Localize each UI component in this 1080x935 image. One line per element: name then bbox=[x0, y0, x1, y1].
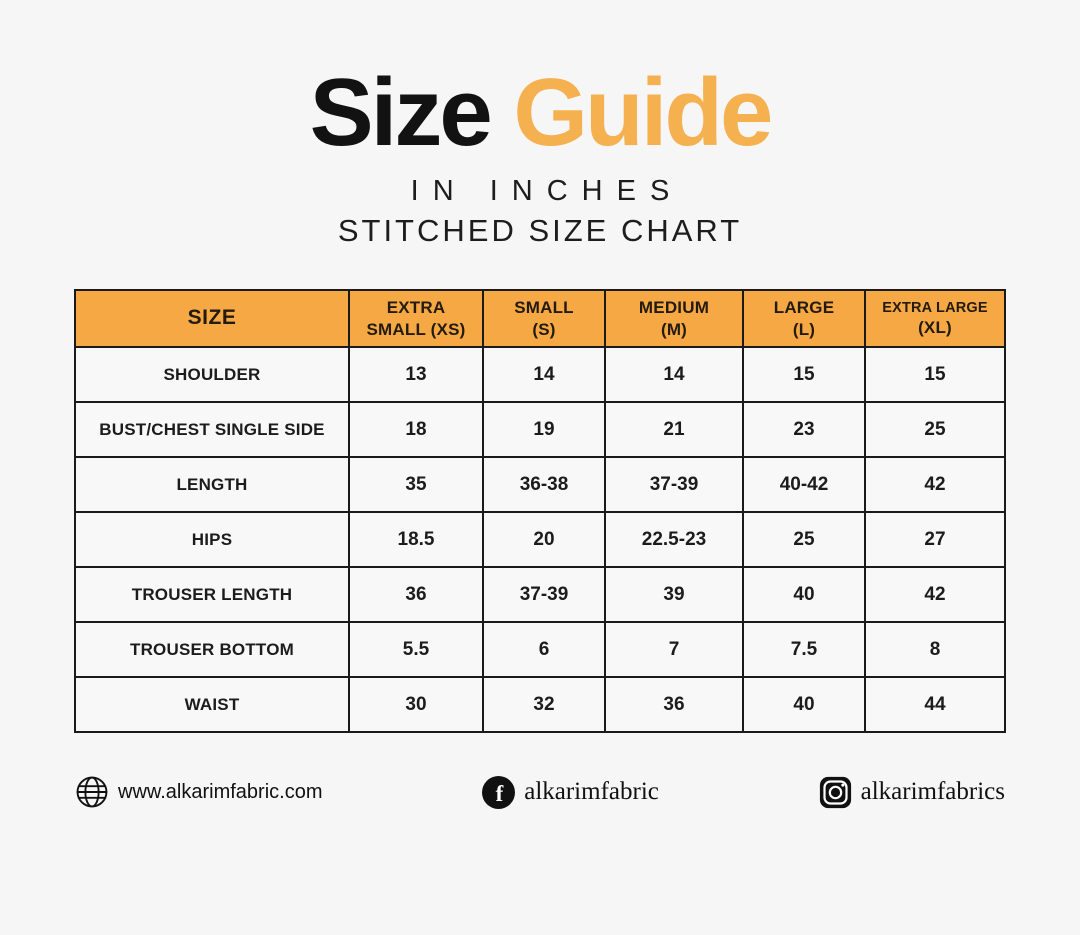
column-header-label: MEDIUM bbox=[638, 298, 710, 318]
cell-value: 18 bbox=[348, 401, 484, 459]
cell-value: 6 bbox=[482, 621, 606, 679]
svg-text:f: f bbox=[496, 780, 504, 805]
footer: www.alkarimfabric.com f alkarimfabric bbox=[75, 775, 1005, 809]
footer-facebook: f alkarimfabric bbox=[482, 775, 659, 809]
facebook-icon: f bbox=[482, 775, 516, 809]
cell-value: 7.5 bbox=[742, 621, 866, 679]
column-header-medium: MEDIUM (M) bbox=[604, 289, 744, 349]
cell-value: 25 bbox=[742, 511, 866, 569]
table-header-row: SIZE EXTRA SMALL (XS) SMALL (S) MEDIUM (… bbox=[74, 289, 1006, 349]
row-label: SHOULDER bbox=[74, 346, 350, 404]
cell-value: 15 bbox=[864, 346, 1006, 404]
row-label: LENGTH bbox=[74, 456, 350, 514]
cell-value: 25 bbox=[864, 401, 1006, 459]
cell-value: 40-42 bbox=[742, 456, 866, 514]
cell-value: 37-39 bbox=[482, 566, 606, 624]
column-header-label: SMALL (XS) bbox=[366, 319, 466, 339]
cell-value: 40 bbox=[742, 566, 866, 624]
title-block: Size Guide IN INCHES STITCHED SIZE CHART bbox=[0, 65, 1080, 249]
cell-value: 35 bbox=[348, 456, 484, 514]
column-header-size: SIZE bbox=[74, 289, 350, 349]
cell-value: 40 bbox=[742, 676, 866, 734]
cell-value: 15 bbox=[742, 346, 866, 404]
column-header-label: EXTRA LARGE bbox=[882, 299, 988, 316]
row-label: HIPS bbox=[74, 511, 350, 569]
column-header-label: (XL) bbox=[918, 318, 952, 338]
title-word-guide: Guide bbox=[513, 59, 773, 166]
footer-website: www.alkarimfabric.com bbox=[75, 775, 322, 809]
column-header-extra-small: EXTRA SMALL (XS) bbox=[348, 289, 484, 349]
cell-value: 39 bbox=[604, 566, 744, 624]
table-row-trouser-length: TROUSER LENGTH 36 37-39 39 40 42 bbox=[74, 566, 1006, 624]
cell-value: 13 bbox=[348, 346, 484, 404]
cell-value: 18.5 bbox=[348, 511, 484, 569]
footer-instagram: alkarimfabrics bbox=[819, 776, 1005, 809]
cell-value: 36-38 bbox=[482, 456, 606, 514]
column-header-label: (S) bbox=[532, 319, 556, 339]
table-row-length: LENGTH 35 36-38 37-39 40-42 42 bbox=[74, 456, 1006, 514]
cell-value: 20 bbox=[482, 511, 606, 569]
table-row-shoulder: SHOULDER 13 14 14 15 15 bbox=[74, 346, 1006, 404]
cell-value: 42 bbox=[864, 456, 1006, 514]
instagram-handle: alkarimfabrics bbox=[860, 778, 1005, 806]
cell-value: 23 bbox=[742, 401, 866, 459]
facebook-handle: alkarimfabric bbox=[524, 778, 659, 806]
title-word-size: Size bbox=[309, 59, 493, 166]
cell-value: 37-39 bbox=[604, 456, 744, 514]
globe-icon bbox=[75, 775, 109, 809]
cell-value: 7 bbox=[604, 621, 744, 679]
cell-value: 14 bbox=[482, 346, 606, 404]
row-label: TROUSER BOTTOM bbox=[74, 621, 350, 679]
column-header-extra-large: EXTRA LARGE (XL) bbox=[864, 289, 1006, 349]
table-row-waist: WAIST 30 32 36 40 44 bbox=[74, 676, 1006, 734]
table-row-hips: HIPS 18.5 20 22.5-23 25 27 bbox=[74, 511, 1006, 569]
subtitle-stitched-size-chart: STITCHED SIZE CHART bbox=[337, 213, 743, 249]
column-header-label: SMALL bbox=[514, 298, 574, 318]
column-header-label: (M) bbox=[660, 319, 688, 339]
column-header-label: (L) bbox=[792, 319, 816, 339]
cell-value: 36 bbox=[604, 676, 744, 734]
cell-value: 36 bbox=[348, 566, 484, 624]
row-label: BUST/CHEST SINGLE SIDE bbox=[74, 401, 350, 459]
column-header-label: LARGE bbox=[773, 298, 835, 318]
column-header-label: EXTRA bbox=[386, 298, 446, 318]
cell-value: 19 bbox=[482, 401, 606, 459]
cell-value: 42 bbox=[864, 566, 1006, 624]
cell-value: 27 bbox=[864, 511, 1006, 569]
cell-value: 8 bbox=[864, 621, 1006, 679]
cell-value: 21 bbox=[604, 401, 744, 459]
instagram-icon bbox=[819, 776, 852, 809]
cell-value: 44 bbox=[864, 676, 1006, 734]
website-url: www.alkarimfabric.com bbox=[118, 780, 323, 803]
subtitle-in-inches: IN INCHES bbox=[410, 175, 684, 208]
cell-value: 32 bbox=[482, 676, 606, 734]
cell-value: 30 bbox=[348, 676, 484, 734]
table-row-bust-chest: BUST/CHEST SINGLE SIDE 18 19 21 23 25 bbox=[74, 401, 1006, 459]
table-row-trouser-bottom: TROUSER BOTTOM 5.5 6 7 7.5 8 bbox=[74, 621, 1006, 679]
column-header-small: SMALL (S) bbox=[482, 289, 606, 349]
page-title: Size Guide bbox=[0, 65, 1080, 161]
cell-value: 22.5-23 bbox=[604, 511, 744, 569]
row-label: TROUSER LENGTH bbox=[74, 566, 350, 624]
column-header-large: LARGE (L) bbox=[742, 289, 866, 349]
size-table: SIZE EXTRA SMALL (XS) SMALL (S) MEDIUM (… bbox=[74, 289, 1006, 734]
cell-value: 14 bbox=[604, 346, 744, 404]
row-label: WAIST bbox=[74, 676, 350, 734]
cell-value: 5.5 bbox=[348, 621, 484, 679]
column-header-label: SIZE bbox=[187, 306, 237, 330]
